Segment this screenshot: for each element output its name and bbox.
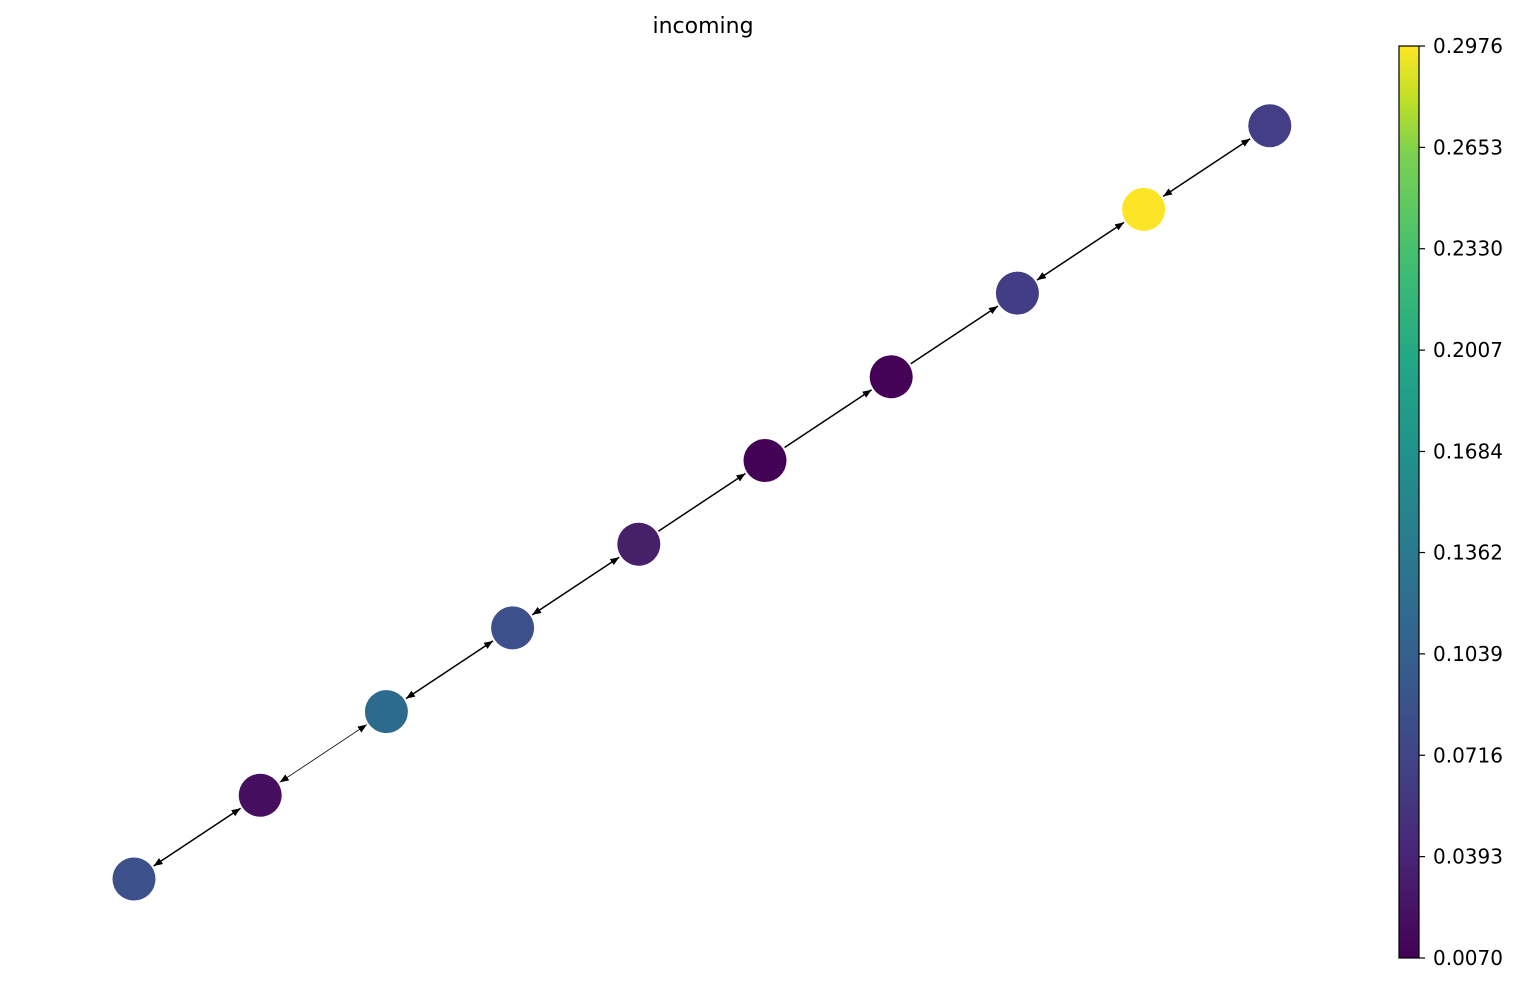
colorbar-tick-label: 0.1362 [1433, 541, 1503, 565]
node-n9 [1248, 104, 1292, 148]
node-n4 [617, 522, 661, 566]
colorbar-ticks: 0.0070 0.0393 0.0716 0.1039 0.1362 0.1684 0.20… [1419, 34, 1503, 970]
node-n0 [112, 857, 156, 901]
node-n1 [238, 773, 282, 817]
node-n3 [491, 606, 535, 650]
edge-n2-n3 [405, 640, 494, 700]
colorbar-tick-label: 0.2007 [1433, 338, 1503, 362]
colorbar-tick-label: 0.2330 [1433, 237, 1503, 261]
edge-n6-n7 [910, 305, 999, 365]
edge-n0-n1 [153, 807, 242, 867]
edge-n4-n5 [657, 472, 746, 532]
colorbar-tick-label: 0.2653 [1433, 135, 1503, 159]
edge-n7-n8 [1036, 221, 1125, 281]
node-n7 [995, 271, 1039, 315]
edge-n8-n9 [1162, 138, 1251, 198]
colorbar-frame [1398, 45, 1420, 959]
edges-layer [153, 138, 1251, 867]
figure-title: incoming [652, 14, 753, 39]
node-n8 [1122, 187, 1166, 231]
node-n2 [364, 690, 408, 734]
colorbar-tick-label: 0.2976 [1433, 34, 1503, 58]
node-n6 [869, 355, 913, 399]
colorbar-tick-label: 0.0716 [1433, 743, 1503, 767]
colorbar-tick-label: 0.1684 [1433, 439, 1503, 463]
colorbar-tick-label: 0.1039 [1433, 642, 1503, 666]
edge-n5-n6 [784, 389, 873, 449]
colorbar-tick-label: 0.0393 [1433, 845, 1503, 869]
colorbar-tick-label: 0.0070 [1433, 946, 1503, 970]
edge-n1-n2 [279, 724, 368, 783]
edge-n3-n4 [531, 556, 620, 616]
nodes-layer [112, 104, 1292, 901]
node-n5 [743, 439, 787, 482]
colorbar-gradient [1399, 46, 1419, 958]
colorbar: 0.0070 0.0393 0.0716 0.1039 0.1362 0.1684 0.20… [1398, 34, 1503, 970]
